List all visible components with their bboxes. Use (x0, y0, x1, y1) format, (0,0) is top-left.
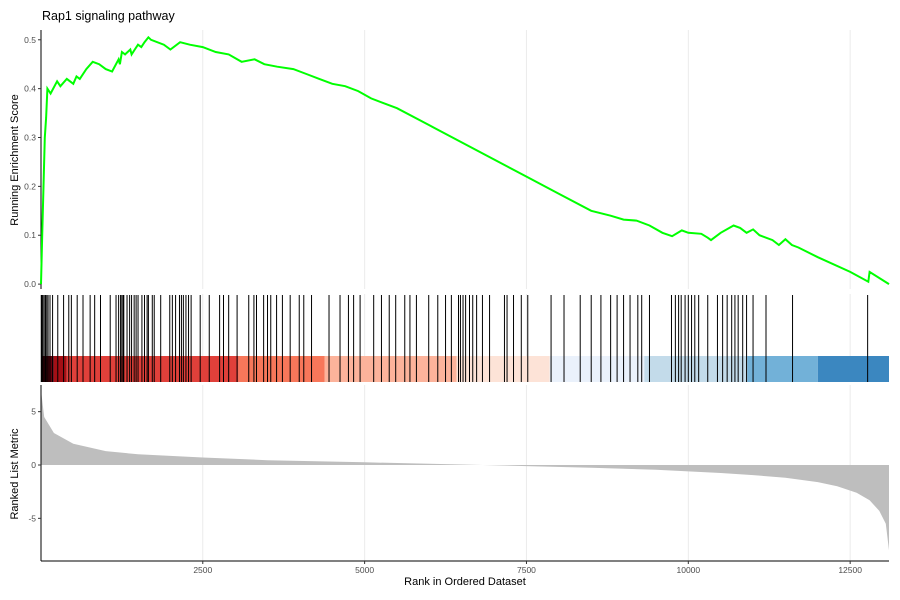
y-tick-label: 0 (31, 460, 36, 470)
x-axis-label: Rank in Ordered Dataset (404, 576, 526, 588)
color-band (817, 356, 889, 382)
y-tick-label: 5 (31, 407, 36, 417)
y-tick-label: 0.0 (24, 279, 36, 289)
color-band (456, 356, 550, 382)
chart-title: Rap1 signaling pathway (42, 9, 175, 23)
y-tick-label: 0.4 (24, 84, 36, 94)
color-band (747, 356, 818, 382)
ranked-metric-panel: -5 0 5 2500 5000 7500 10000 12500 Ranked List … (9, 385, 889, 588)
y-tick-label: 0.2 (24, 181, 36, 191)
x-tick-label: 5000 (355, 565, 374, 575)
color-band (549, 356, 645, 382)
x-tick-label: 2500 (193, 565, 212, 575)
color-band (644, 356, 748, 382)
x-tick-label: 7500 (517, 565, 536, 575)
gene-hits-panel (40, 294, 889, 382)
color-band (324, 356, 457, 382)
y-tick-label: 0.3 (24, 133, 36, 143)
ranked-metric-area (41, 390, 889, 551)
ranked-metric-y-label: Ranked List Metric (9, 428, 21, 520)
running-enrichment-score-line (40, 35, 890, 285)
color-band (238, 356, 325, 382)
running-score-panel: 0.0 0.1 0.2 0.3 0.4 0.5 Running Enrichment Sc… (9, 30, 890, 289)
running-score-y-label: Running Enrichment Score (9, 94, 21, 225)
color-band (53, 356, 67, 382)
y-tick-label: 0.5 (24, 35, 36, 45)
y-tick-label: -5 (28, 513, 36, 523)
y-tick-label: 0.1 (24, 230, 36, 240)
x-tick-label: 10000 (676, 565, 700, 575)
x-tick-label: 12500 (838, 565, 862, 575)
